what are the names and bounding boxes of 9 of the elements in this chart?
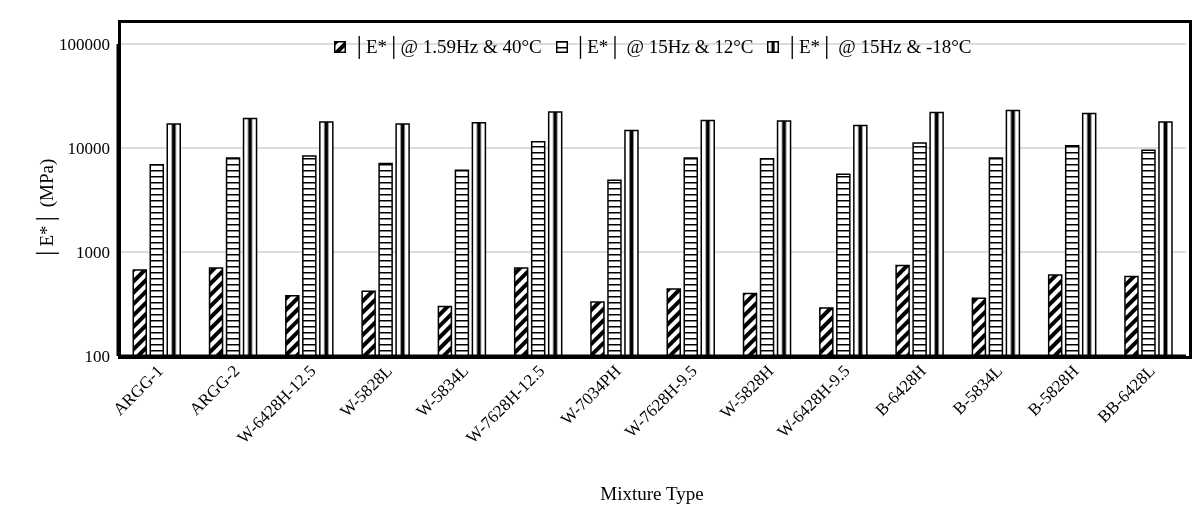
- y-tick-label: 100000: [59, 35, 110, 55]
- y-tick-label: 100: [84, 347, 110, 367]
- x-axis-title: Mixture Type: [600, 483, 704, 504]
- legend-label: │E*│ @ 15Hz & -18°C: [785, 36, 972, 58]
- legend-label: │E*│@ 1.59Hz & 40°C: [352, 36, 542, 58]
- y-tick-label: 1000: [76, 243, 110, 263]
- y-axis-title: │E*│ (MPa): [34, 158, 59, 260]
- legend-label: │E*│ @ 15Hz & 12°C: [573, 36, 754, 58]
- y-tick-label: 10000: [67, 139, 110, 159]
